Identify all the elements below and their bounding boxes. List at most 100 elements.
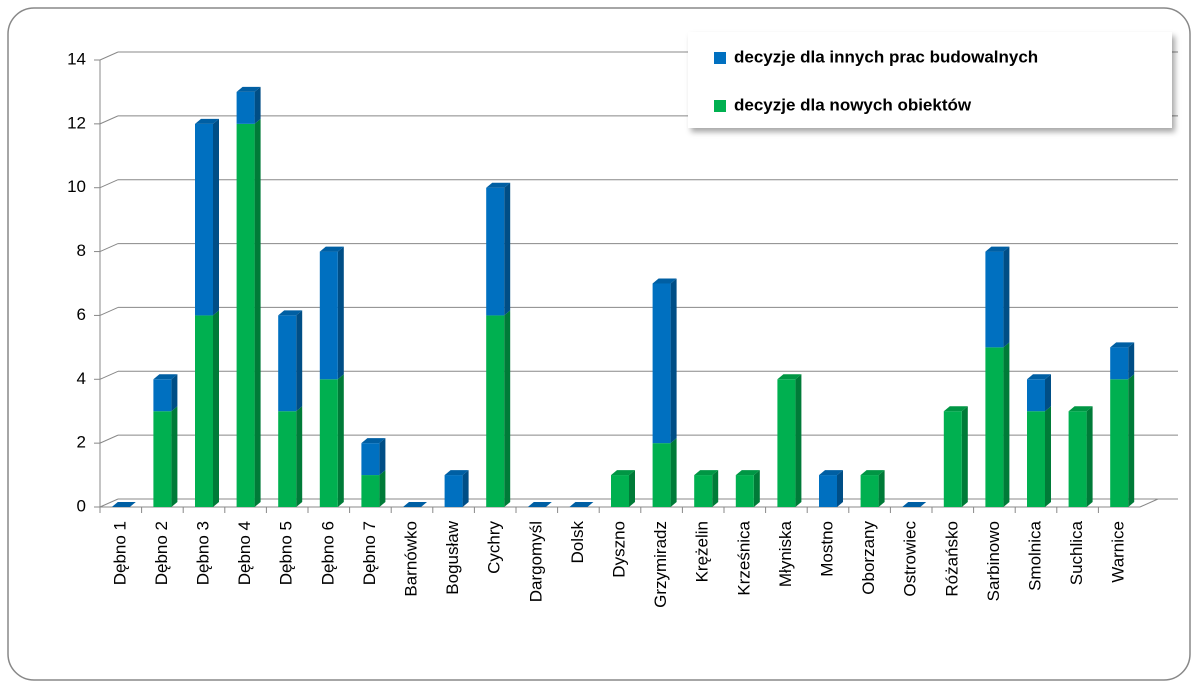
bar xyxy=(943,411,962,507)
bar-side xyxy=(753,470,760,507)
bar-side xyxy=(254,118,261,507)
chart-frame xyxy=(7,7,1191,681)
bar-top xyxy=(236,86,261,92)
legend-swatch xyxy=(714,52,726,64)
x-tick-label: Dębno 1 xyxy=(110,521,129,585)
bar xyxy=(319,251,338,380)
bar-top xyxy=(1068,406,1093,412)
grid-line-depth xyxy=(99,243,119,253)
x-tick-label: Warnice xyxy=(1109,521,1128,583)
bar xyxy=(486,315,505,507)
bar-top xyxy=(195,118,219,124)
bar-top xyxy=(278,310,303,316)
y-tick-label: 8 xyxy=(77,241,86,260)
bar xyxy=(1110,347,1129,380)
y-tick-label: 2 xyxy=(77,433,86,452)
grid-line-depth xyxy=(99,498,119,508)
bar xyxy=(153,411,172,507)
bar-top xyxy=(319,246,344,252)
bar-side xyxy=(1086,406,1093,507)
bar-top xyxy=(694,470,719,476)
x-tick-label: Mostno xyxy=(817,521,836,577)
bar-side xyxy=(296,406,303,507)
bar-side xyxy=(878,470,885,507)
bar-side xyxy=(795,374,802,507)
bar xyxy=(486,187,505,316)
bar xyxy=(319,379,338,507)
x-tick-label: Dębno 3 xyxy=(193,521,212,585)
x-tick-label: Dębno 6 xyxy=(318,521,337,585)
bar-side xyxy=(1128,374,1135,507)
bar-top xyxy=(985,246,1010,252)
x-tick-label: Sarbinowo xyxy=(984,521,1003,601)
bar-top xyxy=(569,502,594,507)
bar xyxy=(777,379,796,507)
x-tick-label: Bogusław xyxy=(443,520,462,594)
grid-line-depth xyxy=(99,306,119,316)
bar-top xyxy=(486,182,511,188)
x-tick-label: Dębno 7 xyxy=(360,521,379,585)
grid-line-depth xyxy=(99,115,119,125)
legend-box xyxy=(688,32,1172,128)
bar-top xyxy=(819,470,843,476)
x-tick-label: Ostrowiec xyxy=(901,521,920,597)
bar-top xyxy=(777,374,802,380)
bar xyxy=(236,91,255,124)
bar xyxy=(1027,411,1045,507)
bar-side xyxy=(712,470,719,507)
bar-side xyxy=(462,470,469,507)
bar xyxy=(361,475,380,507)
bar-side xyxy=(504,310,511,507)
bar-side xyxy=(670,438,677,507)
bar xyxy=(278,315,297,412)
x-tick-label: Dolsk xyxy=(568,521,587,564)
x-tick-label: Dębno 2 xyxy=(152,521,171,585)
bar-side xyxy=(379,438,386,476)
grid-line-depth xyxy=(99,51,119,61)
bar-top xyxy=(1027,374,1051,380)
bar-top xyxy=(611,470,635,476)
bar xyxy=(860,475,879,507)
x-tick-label: Suchlica xyxy=(1067,520,1086,585)
bar-side xyxy=(1128,342,1135,380)
x-tick-label: Krześnica xyxy=(734,520,753,595)
x-tick-label: Barnówko xyxy=(401,521,420,597)
x-tick-label: Oborzany xyxy=(859,521,878,595)
bar-side xyxy=(171,374,178,412)
bar-side xyxy=(1045,374,1051,412)
bar-top xyxy=(361,438,386,444)
bar xyxy=(195,315,213,507)
bar xyxy=(1068,411,1087,507)
bar-top xyxy=(527,502,552,507)
bar-top xyxy=(153,374,178,380)
y-tick-label: 6 xyxy=(77,305,86,324)
bar-side xyxy=(337,246,344,380)
bar-side xyxy=(171,406,178,507)
bar-side xyxy=(254,86,261,124)
bar-side xyxy=(961,406,968,507)
bar xyxy=(195,123,213,316)
bar-top xyxy=(943,406,968,412)
bar-side xyxy=(296,310,303,412)
legend-swatch xyxy=(714,100,726,112)
bar xyxy=(694,475,713,507)
bar xyxy=(361,443,380,476)
x-tick-label: Dyszno xyxy=(609,521,628,578)
bar-top xyxy=(444,470,469,476)
bar-side xyxy=(1045,406,1051,507)
legend-label: decyzje dla nowych obiektów xyxy=(734,95,972,114)
bar-top xyxy=(1110,342,1135,348)
grid-line-depth xyxy=(99,370,119,380)
bar xyxy=(444,475,463,507)
bar-top xyxy=(902,502,927,507)
legend-label: decyzje dla innych prac budowalnych xyxy=(734,47,1038,66)
y-tick-label: 12 xyxy=(67,113,86,132)
bar xyxy=(1110,379,1129,507)
y-tick-label: 14 xyxy=(67,49,86,68)
bar-side xyxy=(504,182,511,316)
bar xyxy=(1027,379,1045,412)
bar xyxy=(153,379,172,412)
bar-top xyxy=(860,470,885,476)
x-tick-label: Smolnica xyxy=(1025,520,1044,590)
